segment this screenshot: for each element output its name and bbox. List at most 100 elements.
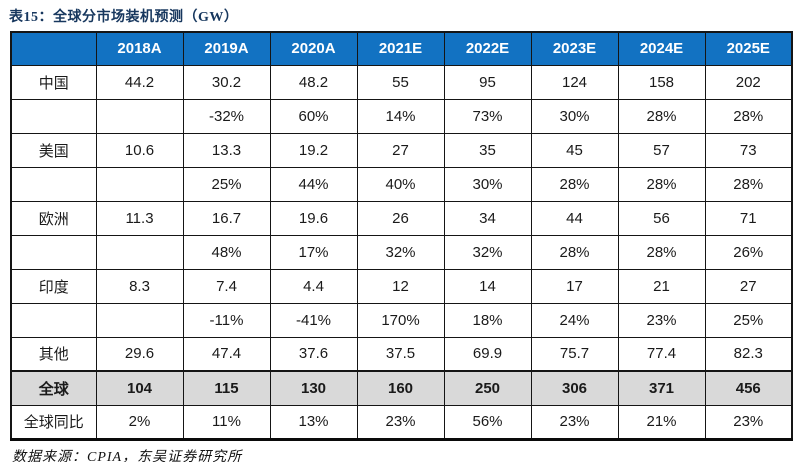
table-cell: 4.4 — [269, 268, 358, 304]
table-cell: 2% — [95, 404, 184, 440]
table-cell: 371 — [617, 370, 706, 406]
table-header-row: 2018A 2019A 2020A 2021E 2022E 2023E 2024… — [10, 31, 793, 66]
table-cell: 35 — [443, 132, 532, 168]
table-row: 48% 17% 32% 32% 28% 28% 26% — [10, 234, 793, 270]
table-cell: 37.6 — [269, 336, 358, 372]
table-cell: 32% — [443, 234, 532, 270]
table-cell: 28% — [617, 234, 706, 270]
table-cell: 28% — [530, 234, 619, 270]
table-cell: 23% — [530, 404, 619, 440]
table-row: 欧洲 11.3 16.7 19.6 26 34 44 56 71 — [10, 200, 793, 236]
table-cell: 75.7 — [530, 336, 619, 372]
column-header: 2022E — [443, 31, 532, 66]
table-cell: 55 — [356, 64, 445, 100]
table-cell: 57 — [617, 132, 706, 168]
table-cell: 48.2 — [269, 64, 358, 100]
table-row: -11% -41% 170% 18% 24% 23% 25% — [10, 302, 793, 338]
table-cell: 21% — [617, 404, 706, 440]
page-title: 表15：全球分市场装机预测（GW） — [9, 10, 239, 25]
table-cell: 73 — [704, 132, 793, 168]
row-label: 欧洲 — [10, 200, 97, 236]
row-label: 美国 — [10, 132, 97, 168]
column-header: 2025E — [704, 31, 793, 66]
table-cell: 202 — [704, 64, 793, 100]
table-cell: 28% — [530, 166, 619, 202]
table-cell: 21 — [617, 268, 706, 304]
table-cell — [95, 166, 184, 202]
table-cell: 17% — [269, 234, 358, 270]
table-cell: 11.3 — [95, 200, 184, 236]
table-cell: 37.5 — [356, 336, 445, 372]
table-cell: 160 — [356, 370, 445, 406]
column-header: 2024E — [617, 31, 706, 66]
table-cell: 306 — [530, 370, 619, 406]
column-header: 2023E — [530, 31, 619, 66]
table-cell — [95, 98, 184, 134]
table-cell: 25% — [182, 166, 271, 202]
table-cell: -11% — [182, 302, 271, 338]
row-label: 印度 — [10, 268, 97, 304]
table-cell: 71 — [704, 200, 793, 236]
table-cell: 11% — [182, 404, 271, 440]
table-cell: 95 — [443, 64, 532, 100]
table-cell: 104 — [95, 370, 184, 406]
table-cell: 23% — [704, 404, 793, 440]
table-cell — [95, 234, 184, 270]
table-cell: 14 — [443, 268, 532, 304]
table-cell: 14% — [356, 98, 445, 134]
table-cell: 19.6 — [269, 200, 358, 236]
table-cell: 24% — [530, 302, 619, 338]
table-cell: 28% — [617, 98, 706, 134]
column-header: 2019A — [182, 31, 271, 66]
row-label: 中国 — [10, 64, 97, 100]
table-row: 中国 44.2 30.2 48.2 55 95 124 158 202 — [10, 64, 793, 100]
table-row: -32% 60% 14% 73% 30% 28% 28% — [10, 98, 793, 134]
table-row: 其他 29.6 47.4 37.6 37.5 69.9 75.7 77.4 82.3 — [10, 336, 793, 372]
table-body: 中国 44.2 30.2 48.2 55 95 124 158 202 -32% 60% 14% 73%… — [10, 64, 793, 440]
table-cell — [95, 302, 184, 338]
table-cell: 28% — [704, 166, 793, 202]
table-cell: 7.4 — [182, 268, 271, 304]
table-cell: 170% — [356, 302, 445, 338]
row-label — [10, 98, 97, 134]
table-cell: 30% — [443, 166, 532, 202]
data-source-note: 数据来源：CPIA，东吴证券研究所 — [12, 449, 243, 462]
table-cell: 44% — [269, 166, 358, 202]
forecast-table: 2018A 2019A 2020A 2021E 2022E 2023E 2024… — [10, 31, 793, 441]
table-cell: 29.6 — [95, 336, 184, 372]
table-cell: 26 — [356, 200, 445, 236]
table-cell: 77.4 — [617, 336, 706, 372]
table-row: 全球 104 115 130 160 250 306 371 456 — [10, 370, 793, 406]
table-cell: 130 — [269, 370, 358, 406]
table-cell: 250 — [443, 370, 532, 406]
table-row: 全球同比 2% 11% 13% 23% 56% 23% 21% 23% — [10, 404, 793, 440]
table-cell: 456 — [704, 370, 793, 406]
table-cell: 28% — [704, 98, 793, 134]
table-cell: 30.2 — [182, 64, 271, 100]
table-row: 美国 10.6 13.3 19.2 27 35 45 57 73 — [10, 132, 793, 168]
table-cell: 124 — [530, 64, 619, 100]
column-header: 2018A — [95, 31, 184, 66]
table-cell: 26% — [704, 234, 793, 270]
table-cell: 13% — [269, 404, 358, 440]
table-cell: 13.3 — [182, 132, 271, 168]
row-label: 全球同比 — [10, 404, 97, 440]
table-cell: 28% — [617, 166, 706, 202]
table-cell: 44.2 — [95, 64, 184, 100]
table-cell: 69.9 — [443, 336, 532, 372]
table-cell: 12 — [356, 268, 445, 304]
corner-cell — [10, 31, 97, 66]
table-cell: 115 — [182, 370, 271, 406]
row-label — [10, 234, 97, 270]
table-cell: 23% — [617, 302, 706, 338]
table-cell: 44 — [530, 200, 619, 236]
row-label: 全球 — [10, 370, 97, 406]
table-cell: 27 — [356, 132, 445, 168]
table-cell: 60% — [269, 98, 358, 134]
table-cell: 17 — [530, 268, 619, 304]
table-cell: 73% — [443, 98, 532, 134]
table-cell: 40% — [356, 166, 445, 202]
table-cell: 82.3 — [704, 336, 793, 372]
table-cell: 56 — [617, 200, 706, 236]
row-label — [10, 166, 97, 202]
